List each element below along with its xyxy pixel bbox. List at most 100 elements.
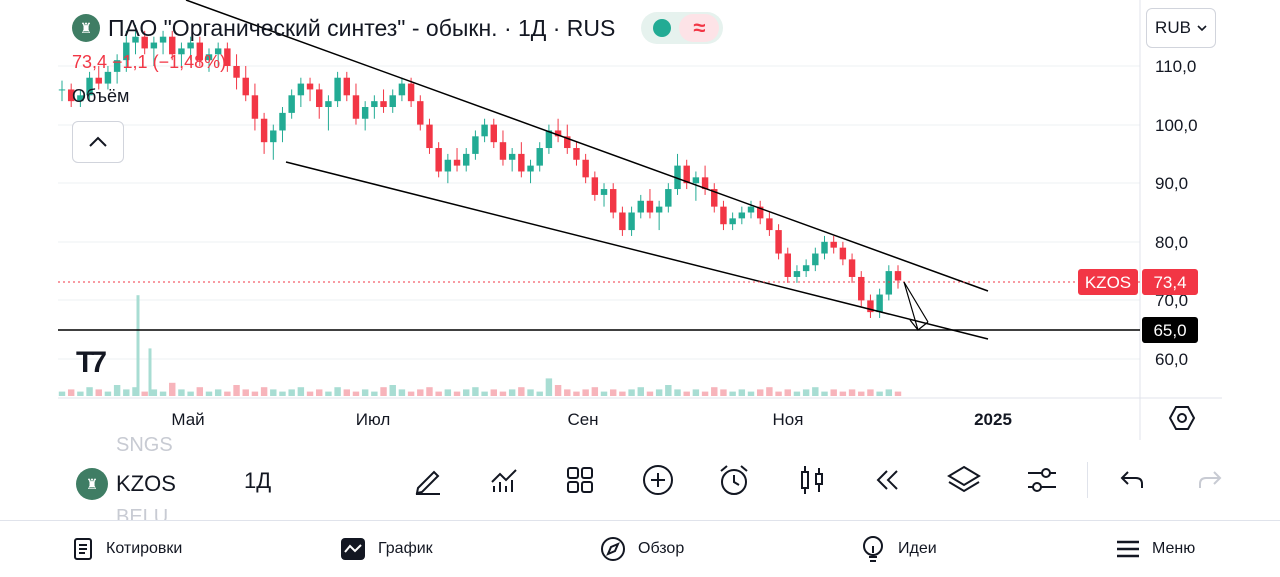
nav-ideas-label: Идеи: [898, 540, 937, 557]
volume-bar: [756, 389, 764, 396]
volume-bar: [297, 387, 305, 396]
arrow-drawing[interactable]: [903, 281, 929, 331]
drawing-pen-icon[interactable]: [408, 460, 448, 500]
y-tick-label: 100,0: [1155, 116, 1198, 135]
y-tick-label: 80,0: [1155, 233, 1188, 252]
candle-body: [224, 48, 231, 66]
volume-bar: [113, 385, 121, 396]
candles-type-icon[interactable]: [792, 460, 832, 500]
trendline-upper[interactable]: [185, 0, 989, 292]
volume-bar: [352, 391, 360, 396]
nav-ideas[interactable]: Идеи: [860, 521, 937, 577]
volume-bar: [148, 348, 152, 396]
candle-body: [812, 253, 819, 266]
market-open-icon: [653, 19, 672, 37]
x-tick-label: Май: [171, 410, 204, 429]
volume-bar: [885, 389, 893, 396]
candle-body: [113, 60, 121, 72]
layout-grid-icon[interactable]: [560, 460, 600, 500]
volume-bar: [527, 389, 534, 396]
settings-sliders-icon[interactable]: [1022, 460, 1062, 500]
status-badges[interactable]: ≈: [641, 12, 724, 44]
volume-bar: [729, 391, 736, 396]
volume-bar: [279, 391, 286, 396]
instrument-title[interactable]: ПАО "Органический синтез" - обыкн. · 1Д …: [108, 14, 616, 41]
volume-bar: [536, 391, 543, 396]
candle-body: [343, 77, 351, 96]
price-chart[interactable]: 110,0 100,0 90,0 80,0 70,0 60,0 Май Июл …: [0, 0, 1280, 440]
bottom-navigation: Котировки График Обзор Идеи Меню: [0, 520, 1280, 577]
candle-body: [766, 218, 773, 231]
candle-body: [637, 200, 644, 213]
currency-value: RUB: [1155, 18, 1191, 37]
volume-bar: [545, 378, 553, 396]
volume-bar: [334, 387, 341, 396]
candle-body: [554, 130, 562, 137]
y-tick-label: 90,0: [1155, 174, 1188, 193]
candle-body: [481, 124, 488, 137]
nav-chart[interactable]: График: [340, 521, 433, 577]
candle-body: [747, 206, 755, 213]
candle-body: [86, 77, 93, 96]
candle-body: [260, 118, 268, 143]
volume-bar: [848, 389, 856, 396]
nav-quotes[interactable]: Котировки: [72, 521, 182, 577]
nav-menu[interactable]: Меню: [1116, 521, 1195, 577]
candle-body: [894, 271, 902, 281]
replay-rewind-icon[interactable]: [868, 460, 908, 500]
alarm-clock-icon[interactable]: [714, 460, 754, 500]
redo-icon[interactable]: [1190, 460, 1230, 500]
candle-body: [325, 101, 332, 108]
collapse-legend-button[interactable]: [72, 121, 124, 163]
candle-body: [876, 294, 883, 313]
volume-bar: [867, 389, 874, 396]
lightbulb-icon: [863, 536, 883, 562]
candle-body: [609, 189, 617, 213]
volume-bar: [463, 389, 470, 396]
volume-bar: [720, 389, 727, 396]
volume-bar: [573, 391, 580, 396]
layers-icon[interactable]: [944, 460, 984, 500]
nav-overview[interactable]: Обзор: [600, 521, 684, 577]
y-tick-label: 110,0: [1155, 57, 1196, 76]
add-plus-icon[interactable]: [638, 460, 678, 500]
candle-body: [573, 148, 580, 160]
indicators-icon[interactable]: [484, 460, 524, 500]
volume-bar: [242, 389, 249, 396]
candle-body: [426, 124, 433, 149]
timeframe-selector[interactable]: 1Д: [244, 468, 272, 493]
candle-body: [518, 153, 525, 172]
price-change: 73,4 −1,1 (−1,48%): [72, 52, 227, 72]
volume-bar: [839, 391, 847, 396]
volume-bar: [738, 389, 746, 396]
volume-bar: [306, 391, 314, 396]
volume-indicator-label[interactable]: Объём: [72, 86, 130, 106]
candle-body: [417, 101, 424, 125]
settings-icon[interactable]: [1168, 404, 1196, 432]
volume-bar: [86, 387, 93, 396]
symbol-selector[interactable]: ♜ KZOS: [76, 468, 176, 500]
volume-bar: [95, 389, 102, 396]
candle-body: [132, 36, 139, 43]
volume-bar: [224, 391, 231, 396]
candle-body: [169, 36, 176, 55]
volume-bar: [205, 391, 213, 396]
tradingview-logo-icon: T7: [76, 346, 107, 379]
volume-bar: [270, 389, 277, 396]
x-tick-label: 2025: [974, 410, 1012, 429]
trendline-lower[interactable]: [285, 161, 989, 340]
volume-bar: [104, 391, 112, 396]
candle-body: [380, 101, 387, 108]
volume-bar: [260, 387, 268, 396]
candle-body: [821, 241, 828, 254]
candle-body: [77, 95, 84, 102]
company-logo-icon: ♜: [72, 14, 100, 42]
candle-body: [407, 83, 415, 102]
currency-select[interactable]: RUB: [1146, 8, 1216, 48]
candle-body: [196, 42, 204, 61]
volume-bar: [136, 295, 140, 396]
candle-body: [564, 136, 571, 149]
candle-body: [858, 276, 865, 301]
undo-icon[interactable]: [1112, 460, 1152, 500]
volume-bar: [665, 385, 672, 396]
